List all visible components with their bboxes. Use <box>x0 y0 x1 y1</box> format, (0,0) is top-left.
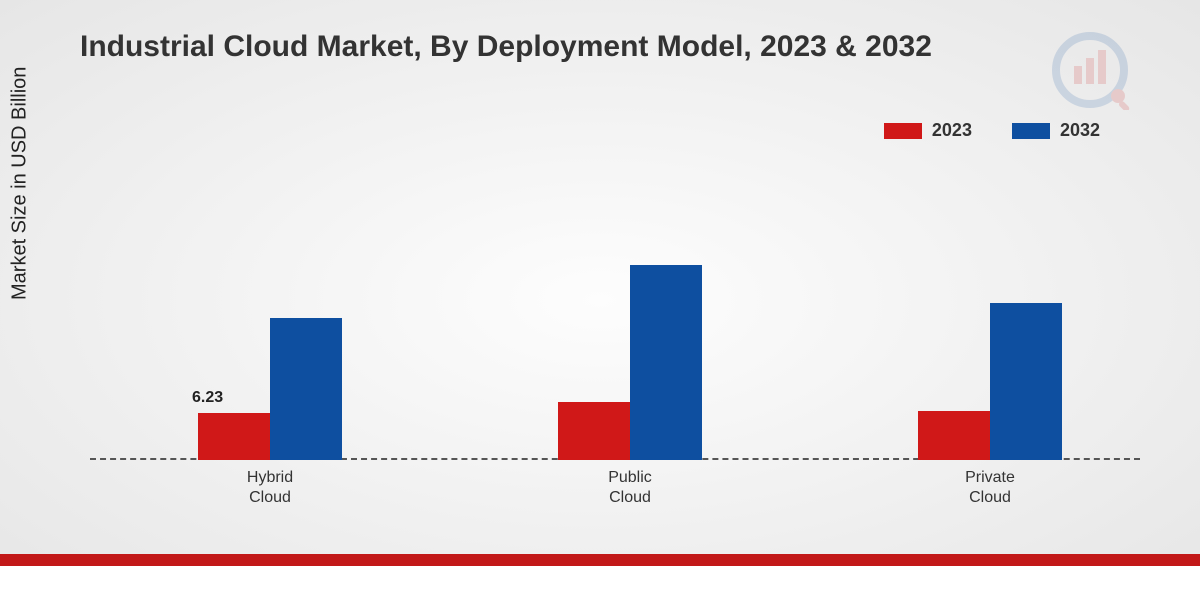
x-label-hybrid: Hybrid Cloud <box>247 468 293 508</box>
legend-item-2032: 2032 <box>1012 120 1100 141</box>
legend-swatch-2023 <box>884 123 922 139</box>
footer-red-bar <box>0 554 1200 566</box>
bar-group-public: Public Cloud <box>530 265 730 460</box>
x-label-private: Private Cloud <box>965 468 1015 508</box>
chart-title: Industrial Cloud Market, By Deployment M… <box>80 30 932 64</box>
bar-group-hybrid: 6.23Hybrid Cloud <box>170 318 370 461</box>
bar-2023-hybrid <box>198 413 270 460</box>
legend: 2023 2032 <box>884 120 1100 141</box>
legend-label-2023: 2023 <box>932 120 972 141</box>
legend-label-2032: 2032 <box>1060 120 1100 141</box>
chart-canvas: Industrial Cloud Market, By Deployment M… <box>0 0 1200 600</box>
legend-swatch-2032 <box>1012 123 1050 139</box>
y-axis-label: Market Size in USD Billion <box>9 67 32 300</box>
bar-2032-private <box>990 303 1062 461</box>
bar-group-private: Private Cloud <box>890 303 1090 461</box>
footer-white-bar <box>0 566 1200 600</box>
legend-item-2023: 2023 <box>884 120 972 141</box>
bar-2023-private <box>918 411 990 460</box>
x-label-public: Public Cloud <box>608 468 652 508</box>
watermark-logo-icon <box>1050 30 1140 110</box>
plot-area: 6.23Hybrid Cloud Public Cloud Private Clou… <box>90 160 1140 460</box>
bar-2032-public <box>630 265 702 460</box>
bar-2032-hybrid <box>270 318 342 461</box>
bar-value-label-hybrid: 6.23 <box>192 389 223 407</box>
bar-2023-public <box>558 402 630 461</box>
